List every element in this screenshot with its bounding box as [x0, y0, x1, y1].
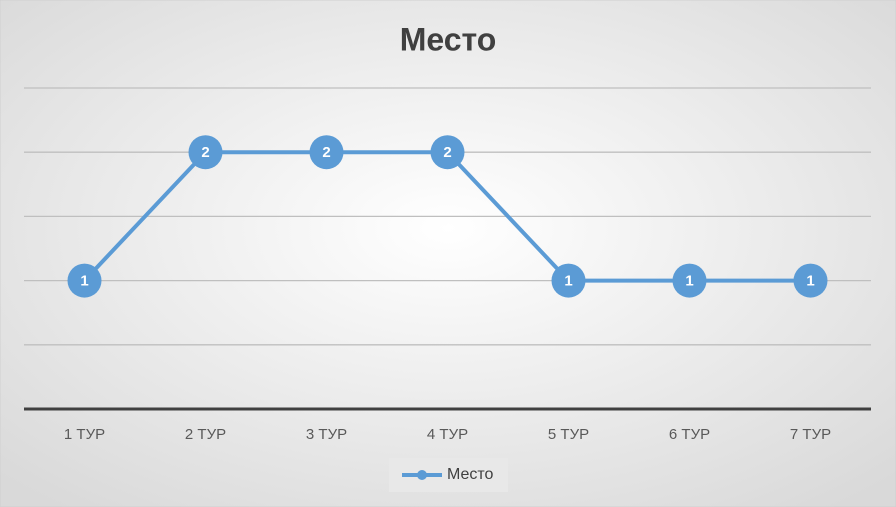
x-tick-label: 3 ТУР [306, 426, 347, 443]
point-marker [672, 263, 707, 298]
data-label: 2 [322, 144, 330, 161]
point-marker [793, 263, 828, 298]
legend-label: Место [447, 466, 494, 483]
legend-marker [417, 470, 427, 480]
point-marker [551, 263, 586, 298]
legend: Место [389, 458, 508, 492]
data-label: 1 [806, 273, 814, 290]
x-tick-label: 5 ТУР [548, 426, 589, 443]
data-label: 2 [201, 144, 209, 161]
x-tick-label: 7 ТУР [790, 426, 831, 443]
point-marker [188, 135, 223, 170]
x-tick-label: 4 ТУР [427, 426, 468, 443]
chart-title: Место [400, 21, 497, 57]
data-label: 1 [685, 273, 693, 290]
x-tick-label: 6 ТУР [669, 426, 710, 443]
point-marker [430, 135, 465, 170]
data-label: 2 [443, 144, 451, 161]
point-marker [67, 263, 102, 298]
data-label: 1 [80, 273, 88, 290]
point-marker [309, 135, 344, 170]
x-tick-label: 1 ТУР [64, 426, 105, 443]
x-tick-label: 2 ТУР [185, 426, 226, 443]
data-label: 1 [564, 273, 572, 290]
